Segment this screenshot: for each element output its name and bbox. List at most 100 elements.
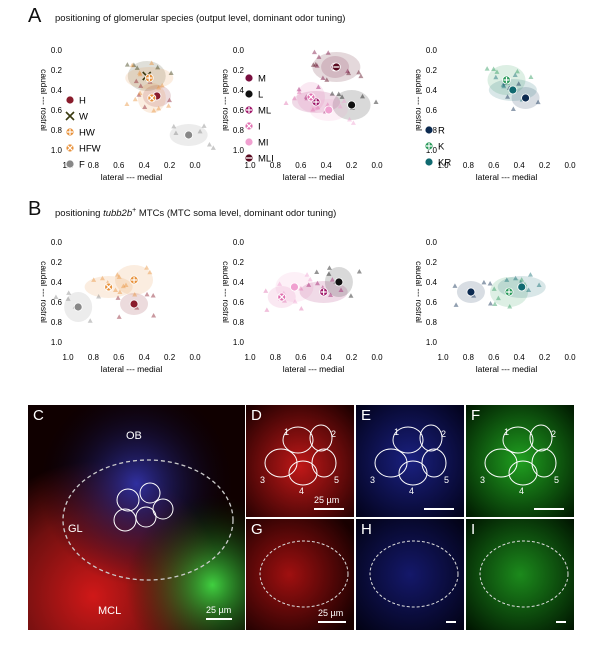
cell-point-i xyxy=(264,307,270,312)
cell-point-ml xyxy=(296,86,302,92)
cell-point-h xyxy=(150,293,156,298)
y-tick-label: 0.4 xyxy=(233,86,245,95)
legend-label-kr: KR xyxy=(438,158,451,169)
scatter-b2: 0.0 0.2 0.4 0.6 0.8 1.0 1.0 0.8 0.6 0.4 0.2 0.0 late… xyxy=(221,238,383,374)
cell-point-m xyxy=(316,54,322,59)
y-tick-label: 0.8 xyxy=(51,318,63,327)
cell-point-ml xyxy=(338,287,344,293)
legend-label-mi: MI xyxy=(258,138,269,149)
roi-label-5: 5 xyxy=(444,475,450,485)
micro-panel-c: C OB GL MCL 25 µm xyxy=(28,405,245,630)
x-tick-label: 0.8 xyxy=(88,161,100,170)
y-tick-label: 0.0 xyxy=(51,238,63,247)
x-tick-label: 0.8 xyxy=(88,353,100,362)
x-tick-label: 0.0 xyxy=(564,161,576,170)
x-tick-label: 0.8 xyxy=(270,161,282,170)
cell-point-hfw xyxy=(137,90,143,96)
cell-point-r xyxy=(453,302,459,307)
mean-marker-h xyxy=(129,299,139,309)
cell-point-w xyxy=(124,62,130,67)
cell-point-mli xyxy=(358,73,364,79)
mean-marker-mi xyxy=(290,282,299,292)
cell-point-k xyxy=(507,304,513,309)
cell-point-m xyxy=(325,50,331,55)
mean-marker-hfw xyxy=(147,93,157,103)
micro-c-image xyxy=(28,405,245,630)
cell-point-w xyxy=(168,70,174,75)
micro-h-letter: H xyxy=(361,521,372,538)
cell-point-r xyxy=(510,106,516,111)
micro-e-image xyxy=(356,405,464,517)
x-tick-label: 0.4 xyxy=(321,161,333,170)
cell-point-mi xyxy=(304,272,310,277)
cell-point-hfw xyxy=(166,103,172,108)
legend-label-m: M xyxy=(258,74,266,85)
cell-point-mi xyxy=(347,117,353,122)
x-axis-label: lateral --- medial xyxy=(101,364,163,374)
roi-label-1: 1 xyxy=(504,427,510,437)
x-tick-label: 0.2 xyxy=(539,161,551,170)
cell-point-hw xyxy=(129,62,135,68)
cell-point-ml xyxy=(329,277,335,282)
micro-panel-i: I xyxy=(466,519,574,630)
y-tick-label: 0.4 xyxy=(51,278,63,287)
cell-point-h xyxy=(133,78,139,84)
cell-point-mi xyxy=(292,299,298,304)
cell-point-i xyxy=(298,306,304,311)
y-tick-label: 0.6 xyxy=(233,298,245,307)
cell-point-f xyxy=(171,123,177,129)
y-tick-label: 0.8 xyxy=(233,126,245,135)
legend-marker-i xyxy=(244,121,254,131)
cell-point-l xyxy=(329,91,335,96)
x-tick-label: 0.2 xyxy=(346,353,358,362)
cell-point-l xyxy=(336,91,342,96)
y-axis-label: caudal --- rostral xyxy=(221,69,231,131)
x-tick-label: 1.0 xyxy=(62,353,74,362)
legend-marker-hw xyxy=(65,127,75,137)
y-tick-label: 0.8 xyxy=(233,318,245,327)
x-tick-label: 0.4 xyxy=(514,353,526,362)
legend-marker-mli xyxy=(244,153,254,163)
micro-panel-f: F 1 2 3 4 5 xyxy=(466,405,574,517)
cell-point-k xyxy=(492,301,498,306)
cell-point-k xyxy=(495,295,501,301)
cell-point-hfw xyxy=(123,282,129,288)
cell-point-k xyxy=(514,68,520,74)
x-tick-label: 1.0 xyxy=(437,161,449,170)
cell-point-i xyxy=(283,100,289,106)
cell-point-i xyxy=(315,104,321,110)
cell-point-ml xyxy=(315,84,321,90)
cell-point-l xyxy=(373,99,379,104)
x-tick-label: 0.0 xyxy=(189,353,201,362)
y-tick-label: 0.0 xyxy=(233,46,245,55)
scale-bar-i xyxy=(556,621,566,623)
roi-label-5: 5 xyxy=(554,475,560,485)
x-tick-label: 0.6 xyxy=(488,353,500,362)
y-axis-label: caudal --- rostral xyxy=(414,261,424,323)
y-tick-label: 0.6 xyxy=(233,106,245,115)
cell-point-kr xyxy=(536,282,542,288)
y-tick-label: 0.0 xyxy=(426,238,438,247)
micro-d-image xyxy=(246,405,354,517)
cell-point-mli xyxy=(313,61,319,67)
cell-point-h xyxy=(166,97,172,103)
y-tick-label: 0.2 xyxy=(233,258,245,267)
micro-g-image xyxy=(246,519,354,630)
cell-point-r xyxy=(481,279,487,285)
legend-marker-w xyxy=(65,111,75,121)
scale-bar-h xyxy=(446,621,456,623)
cell-point-m xyxy=(311,49,317,55)
legend-marker-m xyxy=(244,73,254,83)
mean-marker-mi xyxy=(324,105,334,115)
y-tick-label: 0.2 xyxy=(426,258,438,267)
y-tick-label: 0.6 xyxy=(426,298,438,307)
scale-label-d: 25 µm xyxy=(314,495,340,505)
roi-label-1: 1 xyxy=(284,427,290,437)
cell-point-h xyxy=(115,295,121,300)
cell-point-h xyxy=(136,92,142,97)
cell-point-w xyxy=(131,62,137,67)
cell-point-mi xyxy=(307,276,313,282)
roi-label-4: 4 xyxy=(299,486,305,496)
roi-label-2: 2 xyxy=(331,429,337,439)
y-tick-label: 0.2 xyxy=(51,258,63,267)
